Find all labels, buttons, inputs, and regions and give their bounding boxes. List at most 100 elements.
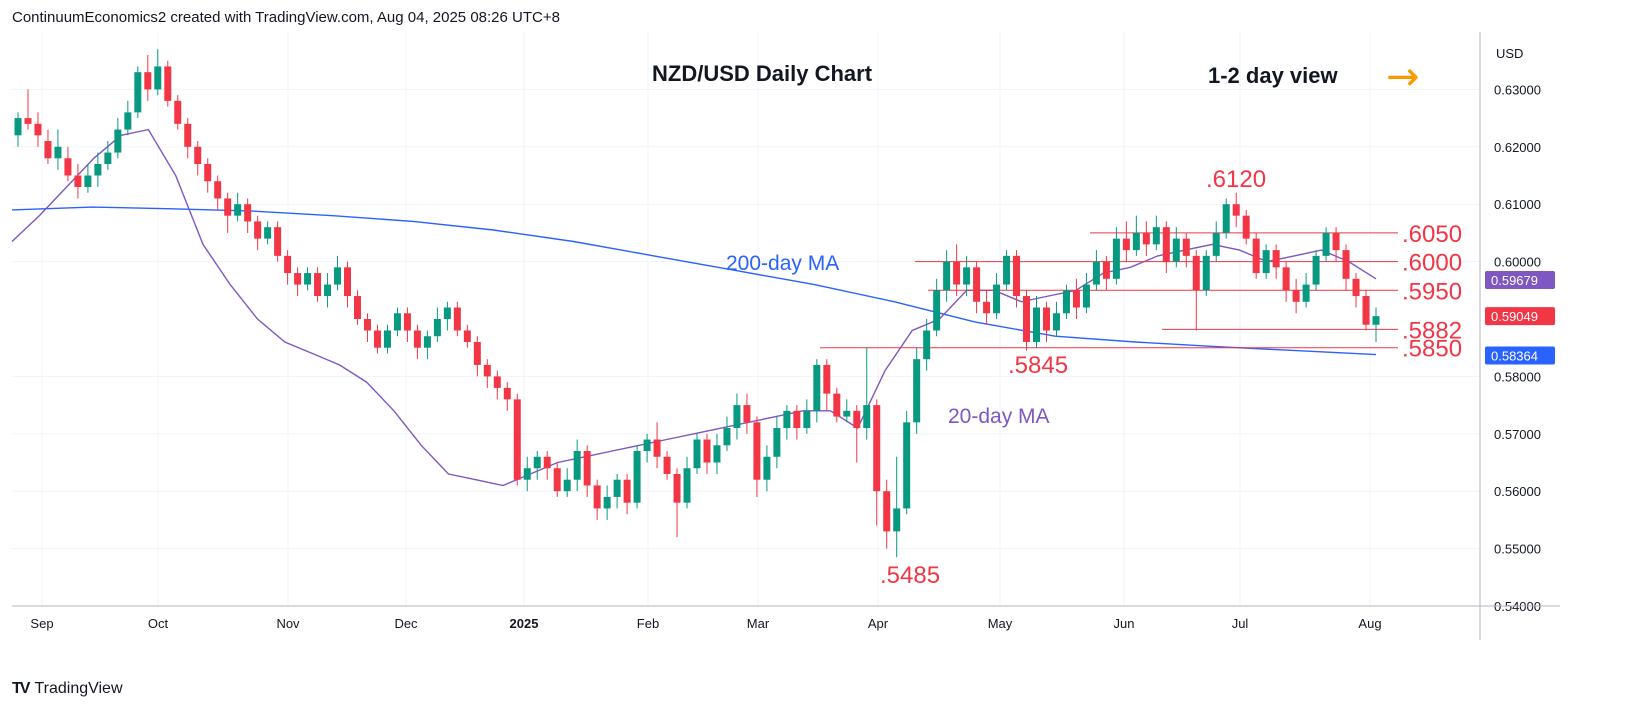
candle-body (563, 479, 571, 492)
candle-body (44, 141, 52, 159)
extreme-label: .6120 (1206, 166, 1266, 193)
x-tick-label: Nov (276, 616, 300, 631)
candle-body (1372, 316, 1380, 325)
candle-body (763, 456, 771, 480)
candle-body (1322, 232, 1330, 256)
candle-body (383, 330, 391, 348)
chart-attribution: ContinuumEconomics2 created with Trading… (12, 9, 560, 26)
candle-body (683, 468, 691, 503)
candle-body (533, 456, 541, 469)
candle-body (913, 359, 921, 423)
candle-body (593, 485, 601, 509)
y-tick-label: 0.55000 (1494, 542, 1541, 557)
candle-body (793, 410, 801, 429)
candle-body (453, 307, 461, 331)
x-tick-label: Aug (1358, 616, 1381, 631)
price-badge (1485, 271, 1555, 290)
candle-body (1162, 227, 1170, 262)
candle-body (973, 267, 981, 302)
candle-body (284, 255, 292, 274)
extreme-label: .5845 (1008, 352, 1068, 379)
x-tick-label: Mar (747, 616, 770, 631)
candle-body (403, 313, 411, 331)
candle-body (543, 456, 551, 469)
candle-body (354, 296, 361, 319)
footer-brand[interactable]: TV TradingView (12, 680, 123, 698)
candle-body (1023, 296, 1031, 342)
candle-body (1152, 227, 1160, 245)
candle-body (74, 175, 82, 187)
candle-body (603, 496, 611, 509)
level-label: .6000 (1402, 250, 1462, 277)
candle-body (853, 410, 861, 429)
candle-body (1172, 238, 1180, 262)
x-tick-label: 2025 (510, 616, 539, 631)
candle-body (583, 451, 591, 486)
candle-body (224, 198, 232, 216)
candle-body (413, 330, 421, 348)
x-tick-label: Feb (637, 616, 659, 631)
candle-body (1262, 250, 1270, 274)
ma200-label: 200-day MA (726, 252, 839, 275)
candle-body (194, 146, 202, 165)
candle-body (1013, 255, 1021, 297)
candle-body (513, 399, 521, 480)
candle-body (1352, 278, 1360, 297)
candle-body (883, 491, 891, 532)
ma200-line (11, 206, 1377, 356)
candle-body (983, 301, 991, 314)
candle-body (813, 364, 821, 411)
candle-body (893, 508, 901, 532)
x-tick-label: Sep (30, 616, 53, 631)
candle-body (114, 129, 122, 153)
ma20-layer (11, 128, 1377, 487)
y-tick-label: 0.63000 (1494, 82, 1541, 97)
candle-body (473, 341, 481, 365)
candle-body (953, 261, 961, 285)
candle-body (1342, 250, 1350, 279)
candle-body (84, 175, 92, 187)
candle-body (64, 158, 72, 176)
candle-body (1033, 307, 1040, 342)
candle-body (204, 164, 212, 182)
ma200-layer (11, 206, 1377, 356)
candle-body (613, 479, 621, 497)
level-label: .5850 (1402, 336, 1462, 363)
candle-body (833, 393, 841, 417)
candle-body (433, 319, 441, 337)
view-arrow-icon: → (1386, 54, 1420, 100)
annotations: NZD/USD Daily Chart 1-2 day view → 200-day … (652, 54, 1420, 589)
candle-body (723, 428, 731, 446)
candle-body (1282, 267, 1290, 291)
y-tick-label: 0.58000 (1494, 369, 1541, 384)
candle-body (54, 146, 62, 159)
candle-body (34, 123, 42, 136)
chart-grid (12, 32, 1480, 607)
candle-body (1292, 290, 1300, 302)
candle-body (423, 336, 431, 348)
candle-body (234, 204, 242, 216)
candle-body (1122, 238, 1130, 251)
candle-body (1062, 290, 1070, 314)
candle-body (304, 273, 312, 285)
candle-body (753, 422, 761, 480)
extreme-label: .5485 (880, 562, 940, 589)
price-badge-label: 0.59679 (1491, 273, 1538, 288)
candle-body (633, 451, 641, 503)
price-badge-label: 0.58364 (1491, 349, 1538, 364)
candle-body (1072, 290, 1080, 308)
candle-body (823, 364, 831, 394)
x-tick-label: Apr (868, 616, 889, 631)
candle-body (214, 181, 222, 199)
candle-body (244, 204, 252, 222)
candle-body (274, 227, 282, 256)
candle-body (1302, 284, 1310, 302)
y-tick-label: 0.60000 (1494, 255, 1541, 270)
price-badge (1485, 307, 1555, 326)
candle-body (1112, 238, 1120, 279)
candle-body (24, 118, 32, 124)
x-tick-label: May (988, 616, 1013, 631)
footer-brand-label: TradingView (34, 680, 123, 697)
candle-body (1362, 296, 1370, 325)
